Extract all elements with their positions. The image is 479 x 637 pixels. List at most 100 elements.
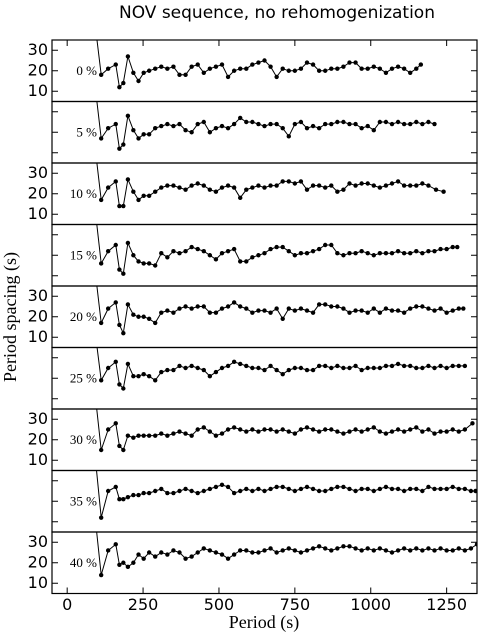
data-point	[280, 427, 285, 432]
data-point	[231, 300, 237, 305]
data-point	[125, 361, 131, 367]
data-point	[262, 308, 267, 313]
data-point	[359, 125, 364, 131]
data-point	[329, 242, 334, 248]
panel-data	[96, 101, 437, 151]
data-point	[189, 244, 194, 250]
y-tick-label: 30	[28, 163, 48, 182]
data-point	[401, 429, 407, 434]
data-point	[304, 308, 310, 313]
chart-title: NOV sequence, no rehomogenization	[119, 3, 435, 23]
data-point	[438, 546, 443, 551]
data-point	[105, 125, 111, 131]
data-point	[121, 386, 126, 391]
data-point	[389, 308, 395, 313]
data-point	[131, 128, 136, 133]
data-point	[286, 367, 291, 373]
data-point	[292, 365, 298, 371]
data-point	[146, 550, 152, 555]
data-point	[359, 308, 364, 313]
data-point	[256, 253, 261, 258]
data-point	[121, 142, 126, 147]
data-point	[256, 365, 261, 371]
panel-label: 30 %	[70, 432, 97, 447]
data-point	[286, 486, 291, 492]
data-point	[98, 515, 104, 520]
data-point	[121, 271, 126, 276]
data-point	[274, 121, 279, 127]
data-point	[141, 433, 146, 438]
data-point	[353, 60, 358, 65]
data-point	[401, 121, 407, 127]
data-point	[189, 363, 194, 369]
data-point	[310, 546, 316, 551]
data-point	[159, 185, 164, 190]
data-point	[298, 119, 304, 125]
data-point	[383, 306, 389, 311]
data-point	[274, 74, 279, 80]
data-point	[98, 572, 104, 578]
y-tick-label: 20	[28, 183, 48, 202]
data-point	[165, 490, 170, 496]
data-point	[462, 427, 468, 432]
data-point	[371, 128, 376, 133]
data-point	[401, 183, 407, 188]
data-point	[250, 427, 255, 432]
data-point	[341, 544, 346, 549]
data-point	[395, 361, 401, 367]
data-point	[341, 119, 346, 125]
data-point	[456, 306, 461, 311]
data-point	[408, 121, 413, 127]
data-point	[444, 365, 449, 371]
data-point	[353, 488, 358, 494]
data-point	[131, 374, 136, 379]
data-point	[219, 123, 225, 129]
data-point	[195, 121, 200, 127]
data-point	[286, 429, 291, 434]
data-point	[359, 548, 364, 553]
data-point	[323, 427, 328, 432]
data-point	[131, 492, 136, 498]
data-point	[341, 64, 346, 69]
data-point	[462, 363, 468, 369]
data-point	[316, 68, 322, 73]
data-point	[310, 123, 316, 129]
data-point	[141, 314, 146, 319]
data-point	[125, 54, 131, 59]
data-point	[389, 66, 395, 71]
data-point	[189, 433, 194, 438]
y-tick-label: 20	[28, 306, 48, 325]
data-point	[444, 246, 449, 252]
panel-frame	[51, 531, 478, 595]
data-point	[213, 257, 219, 262]
data-point	[335, 119, 340, 125]
panel-frame	[51, 100, 478, 164]
data-point	[171, 183, 176, 188]
data-point	[426, 546, 431, 551]
data-point	[335, 363, 340, 369]
data-point	[438, 363, 443, 369]
data-point	[159, 64, 164, 69]
data-point	[461, 306, 466, 311]
data-point	[244, 486, 249, 492]
data-point	[268, 246, 273, 252]
data-point	[450, 484, 455, 490]
data-point	[225, 363, 231, 369]
data-point	[268, 546, 273, 551]
x-tick-label: 1250	[426, 595, 467, 614]
data-point	[201, 367, 206, 373]
data-point	[141, 70, 146, 76]
data-point	[377, 365, 383, 371]
data-point	[408, 486, 413, 492]
data-point	[256, 550, 261, 555]
y-tick-label: 20	[28, 60, 48, 79]
data-point	[365, 546, 370, 551]
data-point	[121, 203, 126, 209]
data-point	[426, 183, 431, 188]
data-point	[183, 304, 188, 309]
data-point	[383, 484, 389, 490]
data-point	[159, 369, 164, 375]
data-point	[298, 550, 304, 555]
data-point	[347, 121, 352, 127]
data-point	[165, 66, 170, 71]
